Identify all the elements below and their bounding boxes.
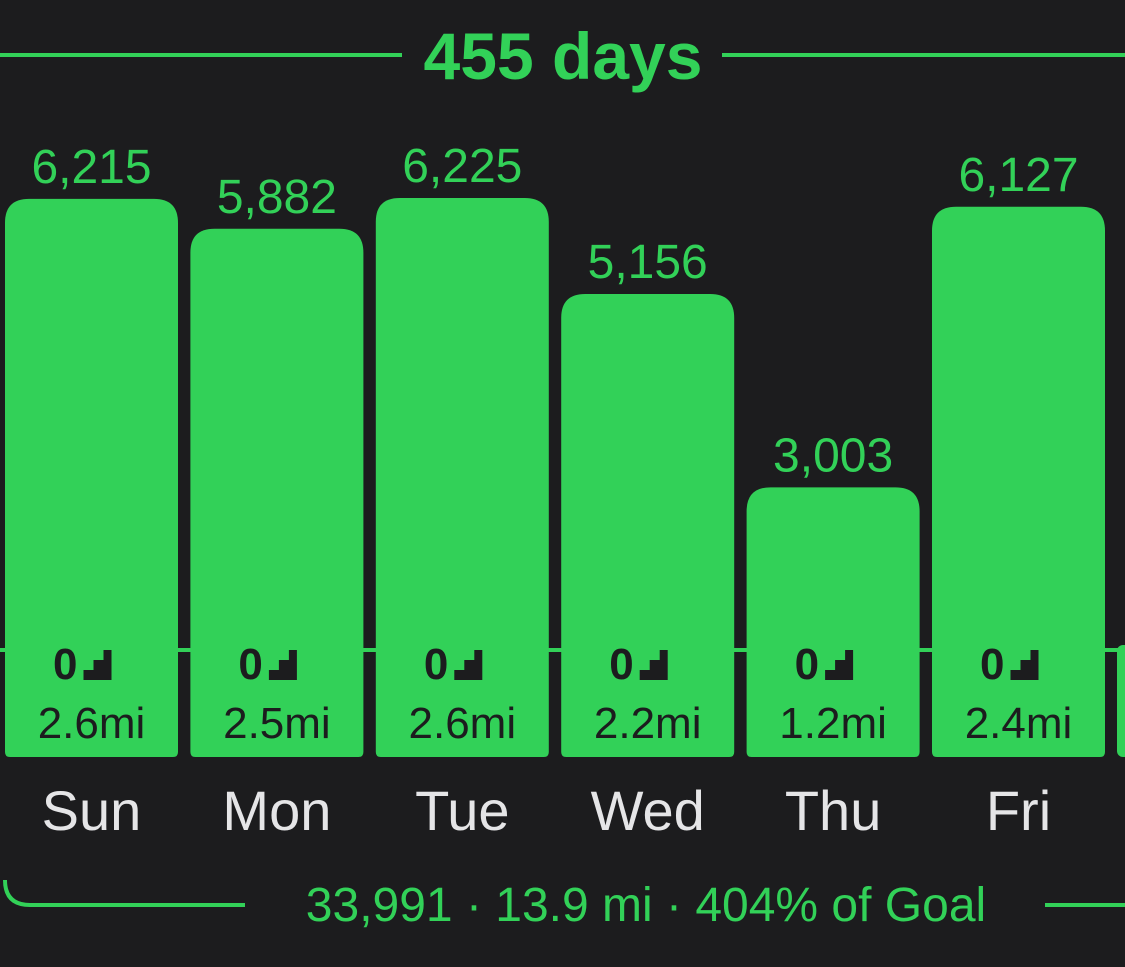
distance-label: 1.2mi bbox=[779, 699, 887, 748]
value-label: 3,003 bbox=[773, 429, 893, 482]
distance-label: 2.2mi bbox=[594, 699, 702, 748]
floors-label: 0 bbox=[238, 640, 262, 689]
value-label: 5,156 bbox=[588, 236, 708, 289]
stairs-icon bbox=[268, 650, 297, 680]
x-tick-label: Sun bbox=[42, 779, 142, 842]
bar bbox=[190, 228, 364, 757]
x-tick-label: Thu bbox=[785, 779, 882, 842]
stairs-icon bbox=[639, 650, 668, 680]
distance-label: 2.6mi bbox=[409, 699, 517, 748]
value-label: 5,882 bbox=[217, 171, 337, 224]
value-label: 6,127 bbox=[958, 149, 1078, 202]
distance-label: 2.6mi bbox=[38, 699, 146, 748]
floors-label: 0 bbox=[53, 640, 77, 689]
footer-bracket bbox=[3, 879, 245, 907]
floors-label: 0 bbox=[609, 640, 633, 689]
floors-label: 0 bbox=[980, 640, 1004, 689]
bar bbox=[561, 293, 735, 757]
value-label: 6,225 bbox=[402, 140, 522, 193]
stairs-icon bbox=[1010, 650, 1039, 680]
chart-title: 455 days bbox=[424, 19, 703, 93]
floors-label: 0 bbox=[424, 640, 448, 689]
bar bbox=[375, 198, 549, 757]
stairs-icon bbox=[454, 650, 483, 680]
x-tick-label: Wed bbox=[591, 779, 705, 842]
stairs-icon bbox=[825, 650, 854, 680]
x-tick-label: Tue bbox=[415, 779, 509, 842]
floors-label: 0 bbox=[795, 640, 819, 689]
distance-label: 2.4mi bbox=[965, 699, 1073, 748]
x-tick-label: Mon bbox=[222, 779, 331, 842]
bar bbox=[5, 198, 178, 757]
x-tick-label: Fri bbox=[986, 779, 1051, 842]
footer-summary: 33,991 · 13.9 mi · 404% of Goal bbox=[306, 879, 986, 932]
stairs-icon bbox=[83, 650, 112, 680]
value-label: 6,215 bbox=[31, 141, 151, 194]
distance-label: 2.5mi bbox=[223, 699, 331, 748]
next-bar-edge bbox=[1117, 645, 1125, 757]
bar bbox=[932, 206, 1105, 758]
bar bbox=[746, 487, 920, 757]
